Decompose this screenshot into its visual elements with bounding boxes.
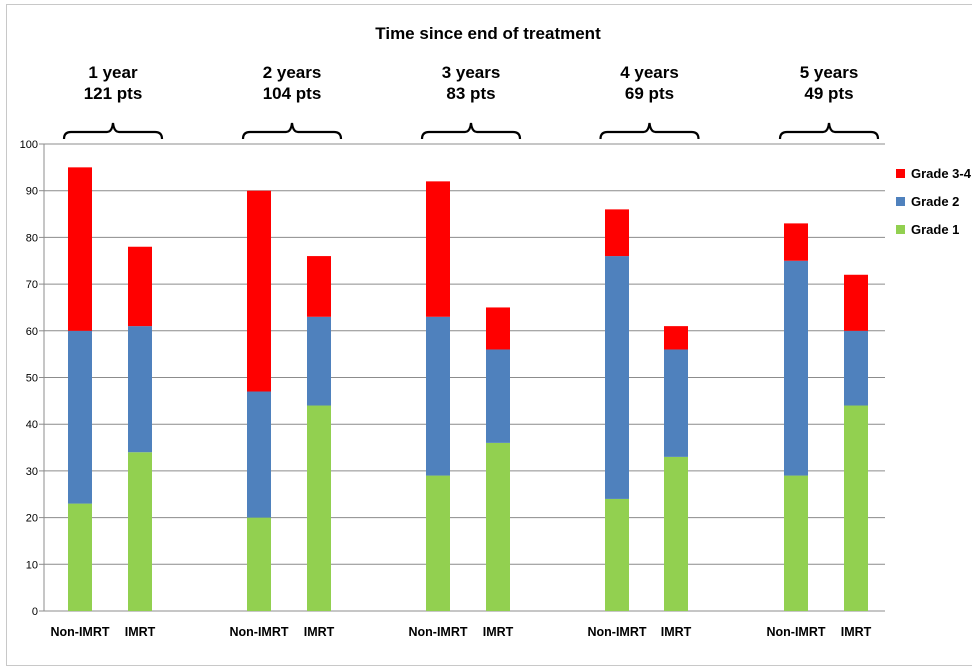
group-brace [778,122,880,140]
group-label-patients: 49 pts [804,84,853,103]
group-label-period: 4 years [620,63,679,82]
bar-segment-grade-3-4 [426,181,450,317]
bar-segment-grade-1 [307,405,331,611]
bar-segment-grade-3-4 [128,246,152,327]
bar-segment-grade-1 [664,456,688,611]
y-tick-label: 40 [26,419,38,431]
bar-segment-grade-1 [784,475,808,611]
group-label-patients: 69 pts [625,84,674,103]
chart-title: Time since end of treatment [375,24,601,43]
y-tick-label: 90 [26,186,38,198]
group-brace [599,122,700,140]
bar-segment-grade-3-4 [784,223,808,261]
group-label-period: 2 years [263,63,322,82]
bar-segment-grade-3-4 [68,167,92,331]
bars [68,167,868,611]
bar-segment-grade-2 [605,256,629,499]
group-label-period: 1 year [88,63,138,82]
y-axis: 0 10 20 30 40 50 60 70 80 90 100 [20,139,45,618]
legend: Grade 3-4 Grade 2 Grade 1 [896,166,972,237]
x-category-label: Non-IMRT [408,625,467,639]
y-tick-label: 0 [32,606,38,618]
legend-swatch [896,197,905,206]
legend-label: Grade 2 [911,194,959,209]
x-category-label: IMRT [483,625,514,639]
bar-segment-grade-2 [247,391,271,518]
bar-segment-grade-3-4 [664,326,688,350]
x-category-label: IMRT [125,625,156,639]
bar-segment-grade-3-4 [247,190,271,392]
group-label-patients: 83 pts [446,84,495,103]
bar-segment-grade-1 [68,503,92,611]
legend-swatch [896,225,905,234]
group-brace [241,122,343,140]
y-tick-label: 80 [26,232,38,244]
bar-segment-grade-1 [844,405,868,611]
bar-segment-grade-2 [307,316,331,406]
group-label-patients: 121 pts [84,84,143,103]
group-label-period: 5 years [800,63,859,82]
group-headers: 1 year 121 pts 2 years 104 pts 3 years 83 pts… [62,63,880,140]
legend-label: Grade 1 [911,222,959,237]
bar-segment-grade-3-4 [844,274,868,331]
x-category-label: IMRT [304,625,335,639]
bar-segment-grade-1 [247,517,271,611]
y-tick-label: 20 [26,513,38,525]
x-category-label: Non-IMRT [766,625,825,639]
x-category-label: Non-IMRT [50,625,109,639]
bar-segment-grade-2 [486,349,510,443]
group-brace [62,122,164,140]
y-tick-label: 100 [20,139,38,151]
x-category-label: IMRT [841,625,872,639]
bar-segment-grade-2 [128,326,152,453]
bar-segment-grade-3-4 [605,209,629,257]
stacked-bar-chart: Time since end of treatment 0 10 20 30 40 50 6… [20,24,972,639]
y-tick-label: 50 [26,373,38,385]
y-tick-label: 60 [26,326,38,338]
bar-segment-grade-1 [605,498,629,611]
bar-segment-grade-2 [784,260,808,476]
legend-label: Grade 3-4 [911,166,972,181]
bar-segment-grade-1 [486,442,510,611]
bar-segment-grade-2 [426,316,450,476]
y-tick-label: 70 [26,279,38,291]
bar-segment-grade-2 [844,330,868,406]
y-tick-label: 10 [26,559,38,571]
x-category-label: IMRT [661,625,692,639]
gridlines [44,143,885,612]
y-tick-label: 30 [26,466,38,478]
x-axis-labels: Non-IMRT IMRT Non-IMRT IMRT Non-IMRT IMRT Non-… [50,625,871,639]
x-category-label: Non-IMRT [229,625,288,639]
bar-segment-grade-1 [128,452,152,611]
bar-segment-grade-3-4 [486,307,510,350]
bar-segment-grade-2 [68,330,92,504]
group-label-patients: 104 pts [263,84,322,103]
group-brace [420,122,522,140]
group-label-period: 3 years [442,63,501,82]
legend-swatch [896,169,905,178]
bar-segment-grade-1 [426,475,450,611]
x-category-label: Non-IMRT [587,625,646,639]
bar-segment-grade-2 [664,349,688,457]
bar-segment-grade-3-4 [307,256,331,317]
